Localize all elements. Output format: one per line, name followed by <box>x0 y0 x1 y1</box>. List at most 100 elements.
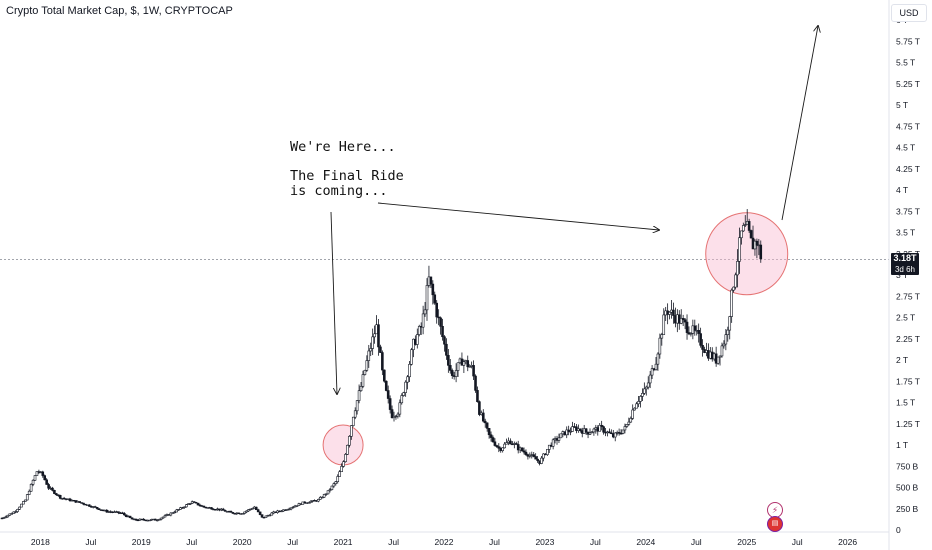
y-tick-label: 3.5 T <box>896 228 915 238</box>
candle <box>202 505 206 508</box>
candle <box>528 452 532 459</box>
candle <box>383 369 386 383</box>
candle <box>755 238 759 259</box>
candle <box>592 427 596 436</box>
candle-body <box>579 428 582 431</box>
candle <box>20 503 23 508</box>
candle <box>722 340 726 349</box>
candle <box>326 490 330 495</box>
candle-body <box>369 348 373 352</box>
candle-body <box>406 376 409 383</box>
candle <box>363 369 367 376</box>
x-tick-label: 2018 <box>31 537 50 547</box>
candle-body <box>169 512 173 516</box>
candle-body <box>447 355 450 366</box>
candle <box>450 368 454 379</box>
candle <box>516 440 520 454</box>
candle-body <box>159 517 163 520</box>
candle <box>454 363 458 383</box>
candle <box>10 512 14 515</box>
candle-body <box>557 437 561 441</box>
candle-body <box>641 393 644 397</box>
candle <box>68 497 72 502</box>
candle <box>559 433 563 439</box>
candle-body <box>22 501 25 505</box>
candle-body <box>621 429 625 434</box>
candle <box>210 507 213 510</box>
candle <box>231 512 235 514</box>
candle-body <box>493 441 497 446</box>
candle <box>468 364 471 368</box>
candle <box>221 507 225 511</box>
candle <box>173 510 177 514</box>
candle-body <box>307 502 310 504</box>
y-tick-label: 2.25 T <box>896 334 920 344</box>
x-tick-label: Jul <box>590 537 601 547</box>
candle <box>685 314 689 340</box>
candle <box>726 326 730 342</box>
candle <box>718 355 722 366</box>
candle-body <box>546 449 549 456</box>
candle-body <box>221 508 225 511</box>
candle <box>355 400 359 415</box>
candle <box>188 502 192 506</box>
candle-body <box>532 454 536 457</box>
currency-button[interactable]: USD <box>891 4 927 22</box>
candle <box>330 485 334 491</box>
candle <box>421 305 425 335</box>
candle <box>631 404 635 421</box>
candle <box>491 435 495 443</box>
x-axis[interactable]: 2018 Jul 2019 Jul 2020 Jul 2021 Jul 2022 Jul 2023 J… <box>0 531 889 547</box>
candle-body <box>2 517 6 519</box>
candle-body <box>303 501 307 504</box>
candle <box>18 506 21 511</box>
candle-body <box>53 490 56 494</box>
candle-body <box>342 461 345 467</box>
candle-body <box>142 518 145 521</box>
candle-body <box>229 511 233 513</box>
candle <box>497 443 501 453</box>
candle-body <box>699 333 702 346</box>
us-flag-icon[interactable]: ▤ <box>767 516 783 532</box>
candle-body <box>25 494 29 501</box>
candle-body <box>97 508 101 510</box>
x-tick-label: 2026 <box>838 537 857 547</box>
candle <box>662 308 666 335</box>
candle-body <box>410 349 413 365</box>
candle-body <box>588 432 592 435</box>
candle <box>701 339 704 357</box>
candle-body <box>241 513 244 515</box>
candle-body <box>328 489 332 491</box>
candle-body <box>359 386 363 392</box>
candle <box>619 429 623 435</box>
candle <box>394 414 398 420</box>
candle-body <box>330 485 334 490</box>
candle-body <box>88 504 91 507</box>
candle <box>124 514 128 518</box>
candle-body <box>720 345 724 357</box>
candle <box>338 470 341 477</box>
candle-body <box>489 434 493 438</box>
candle <box>53 489 56 495</box>
candle <box>43 474 47 481</box>
bar-countdown: 3d 6h <box>894 265 916 274</box>
candle <box>309 500 312 504</box>
candle-body <box>124 514 128 517</box>
candle <box>747 218 751 233</box>
symbol-title[interactable]: Crypto Total Market Cap, $, 1W, CRYPTOCA… <box>6 5 233 17</box>
y-axis[interactable]: 0 250 B 500 B 750 B 1 T 1.25 T 1.5 T 1.75 T 2 T 2… <box>888 0 920 550</box>
candle <box>291 506 295 509</box>
candle <box>181 506 184 509</box>
candle <box>82 502 85 506</box>
candle <box>344 453 347 463</box>
candle-body <box>14 511 17 513</box>
candle <box>557 433 561 443</box>
candle-body <box>514 443 518 445</box>
candle-body <box>468 366 471 368</box>
x-tick-label: Jul <box>691 537 702 547</box>
candle-body <box>396 413 400 417</box>
candle-body <box>429 276 433 285</box>
candle <box>501 447 504 453</box>
y-tick-label: 2 T <box>896 355 908 365</box>
